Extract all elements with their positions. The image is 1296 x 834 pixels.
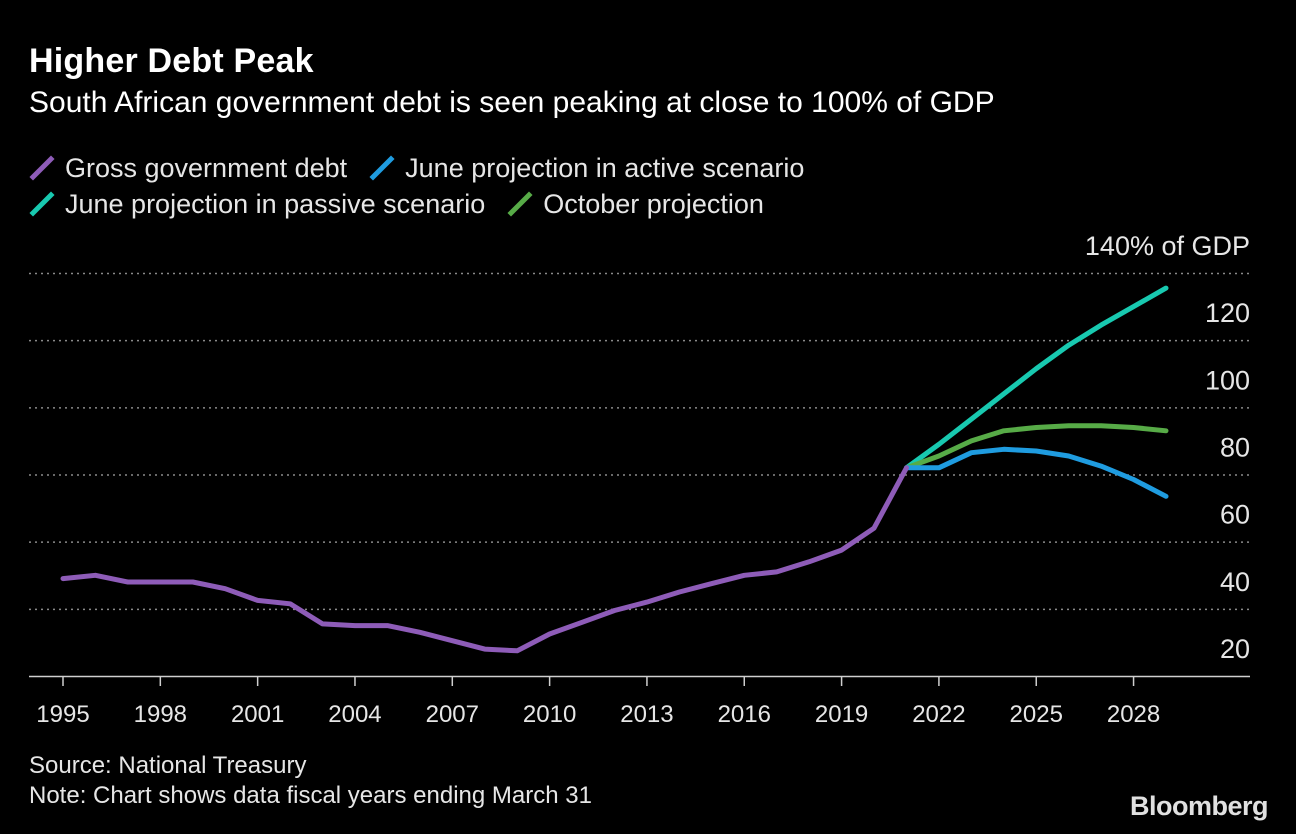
legend-item-october-projection: October projection bbox=[507, 189, 764, 220]
gridlines bbox=[29, 272, 1250, 611]
legend-swatch-passive-scenario-icon bbox=[29, 191, 55, 217]
legend-label-active-scenario: June projection in active scenario bbox=[405, 152, 805, 183]
y-tick-label: 80 bbox=[1220, 433, 1250, 463]
legend-label-gross-debt: Gross government debt bbox=[65, 152, 348, 183]
source-note: Source: National Treasury bbox=[29, 752, 307, 779]
x-tick-label: 2019 bbox=[815, 701, 868, 728]
series-line-october-projection bbox=[904, 423, 1169, 471]
x-tick-label: 2004 bbox=[328, 701, 381, 728]
legend-swatch-october-projection-icon bbox=[507, 191, 533, 217]
y-tick-label: 100 bbox=[1205, 365, 1250, 395]
chart-subtitle: South African government debt is seen pe… bbox=[29, 86, 995, 119]
series-lines bbox=[60, 285, 1169, 654]
legend-row: June projection in passive scenario Octo… bbox=[29, 186, 826, 222]
x-axis-labels: 1995 1998 2001 2004 2007 2010 2013 2016 2019 2022… bbox=[36, 701, 1160, 728]
x-tick-label: 2013 bbox=[620, 701, 673, 728]
x-tick-label: 1998 bbox=[134, 701, 187, 728]
legend-swatch-gross-debt-icon bbox=[29, 155, 55, 181]
series-line-passive-scenario bbox=[904, 285, 1169, 471]
series-line-active-scenario bbox=[904, 446, 1169, 499]
x-tick-label: 2007 bbox=[426, 701, 479, 728]
bloomberg-logo: Bloomberg bbox=[1129, 791, 1269, 821]
legend-swatch-active-scenario-icon bbox=[369, 155, 395, 181]
legend-label-october-projection: October projection bbox=[543, 188, 764, 219]
y-tick-label: 40 bbox=[1220, 567, 1250, 597]
x-tick-label: 2016 bbox=[718, 701, 771, 728]
legend-row: Gross government debt June projection in… bbox=[29, 150, 826, 186]
legend-label-passive-scenario: June projection in passive scenario bbox=[65, 188, 486, 219]
legend-item-passive-scenario: June projection in passive scenario bbox=[29, 189, 485, 220]
footnote: Note: Chart shows data fiscal years endi… bbox=[29, 782, 592, 809]
legend-item-active-scenario: June projection in active scenario bbox=[369, 153, 804, 184]
x-tick-label: 2022 bbox=[912, 701, 965, 728]
x-tick-label: 2028 bbox=[1107, 701, 1160, 728]
x-tick-label: 2025 bbox=[1010, 701, 1063, 728]
y-tick-label: 60 bbox=[1220, 500, 1250, 530]
legend: Gross government debt June projection in… bbox=[29, 150, 826, 222]
chart-title: Higher Debt Peak bbox=[29, 42, 314, 80]
y-tick-label: 20 bbox=[1220, 634, 1250, 664]
x-tick-label: 2001 bbox=[231, 701, 284, 728]
x-tick-label: 2010 bbox=[523, 701, 576, 728]
x-axis bbox=[29, 675, 1250, 686]
x-tick-label: 1995 bbox=[36, 701, 89, 728]
series-line-gross-debt bbox=[60, 465, 909, 654]
legend-item-gross-debt: Gross government debt bbox=[29, 153, 347, 184]
y-tick-label: 120 bbox=[1205, 298, 1250, 328]
y-axis-labels: 20 40 60 80 100 120 140% of GDP bbox=[1085, 231, 1250, 664]
y-tick-label: 140% of GDP bbox=[1085, 231, 1250, 261]
